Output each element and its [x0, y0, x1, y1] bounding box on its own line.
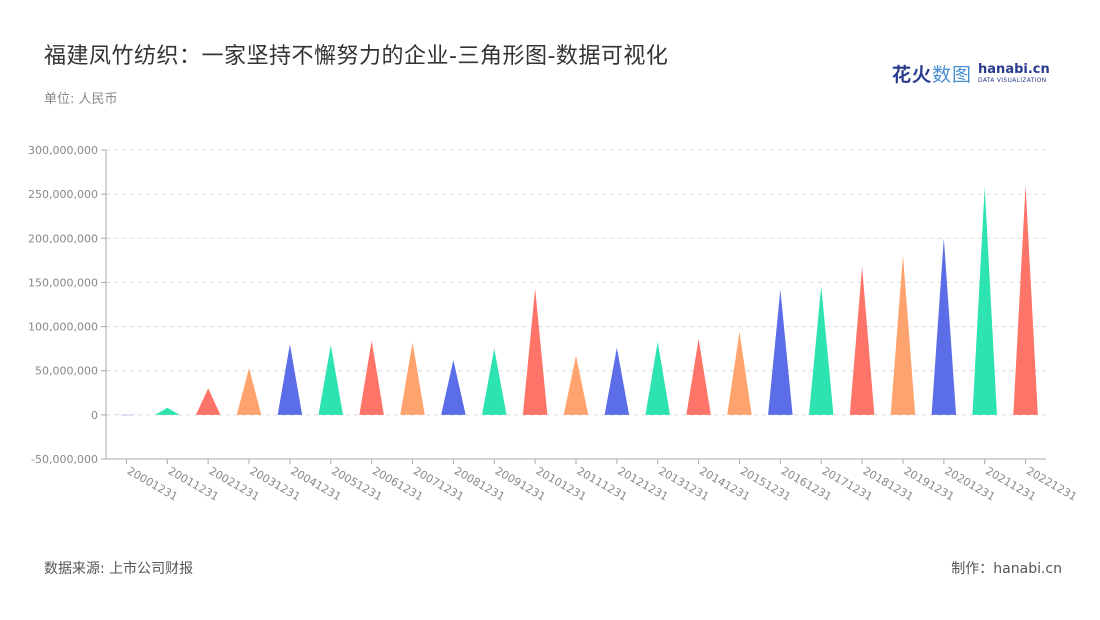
- triangle-bar: [890, 255, 916, 415]
- credit: 制作：hanabi.cn: [951, 561, 1062, 577]
- triangle-bar: [318, 345, 344, 415]
- triangle-bar: [686, 338, 711, 415]
- triangle-bar: [604, 347, 630, 415]
- y-tick-label: 150,000,000: [28, 276, 98, 289]
- triangle-bar: [972, 187, 997, 415]
- triangle-bar: [155, 407, 180, 415]
- triangle-bar: [195, 388, 221, 415]
- triangle-bar: [359, 340, 384, 415]
- triangle-bar: [727, 331, 752, 415]
- triangle-bar: [1013, 185, 1038, 415]
- triangle-bar: [768, 289, 793, 415]
- triangle-bar: [482, 348, 507, 415]
- logo-cn-text: 花火数图: [892, 63, 973, 86]
- y-axis: -50,000,000 0 50,000,000 100,000,000 150,000…: [28, 144, 107, 466]
- triangle-bar: [277, 344, 303, 415]
- data-source: 数据来源: 上市公司财报: [44, 561, 194, 577]
- y-tick-label: 100,000,000: [28, 321, 98, 334]
- triangle-bar: [400, 342, 425, 415]
- triangle-bar: [645, 341, 670, 415]
- triangle-bar: [441, 360, 466, 415]
- hanabi-logo: 花火数图 hanabi.cn DATA VISUALIZATION: [892, 58, 1050, 88]
- triangle-bar: [522, 288, 548, 415]
- chart-title: 福建凤竹纺织：一家坚持不懈努力的企业-三角形图-数据可视化: [44, 44, 669, 69]
- y-tick-label: 200,000,000: [28, 232, 98, 245]
- data-marks: [114, 185, 1038, 416]
- triangle-bar: [808, 285, 834, 415]
- y-tick-label: 50,000,000: [35, 365, 98, 378]
- unit-label: 单位: 人民币: [44, 92, 118, 107]
- x-axis: 2000123120011231200212312003123120041231…: [106, 458, 1079, 504]
- y-tick-label: 250,000,000: [28, 188, 98, 201]
- triangle-bar: [849, 266, 875, 415]
- triangle-bar: [563, 355, 589, 415]
- y-tick-label: 0: [91, 409, 98, 422]
- y-tick-label: -50,000,000: [31, 453, 98, 466]
- y-tick-label: 300,000,000: [28, 144, 98, 157]
- triangle-bar: [931, 238, 957, 415]
- logo-en-block: hanabi.cn DATA VISUALIZATION: [978, 61, 1050, 84]
- triangle-bar: [236, 368, 262, 415]
